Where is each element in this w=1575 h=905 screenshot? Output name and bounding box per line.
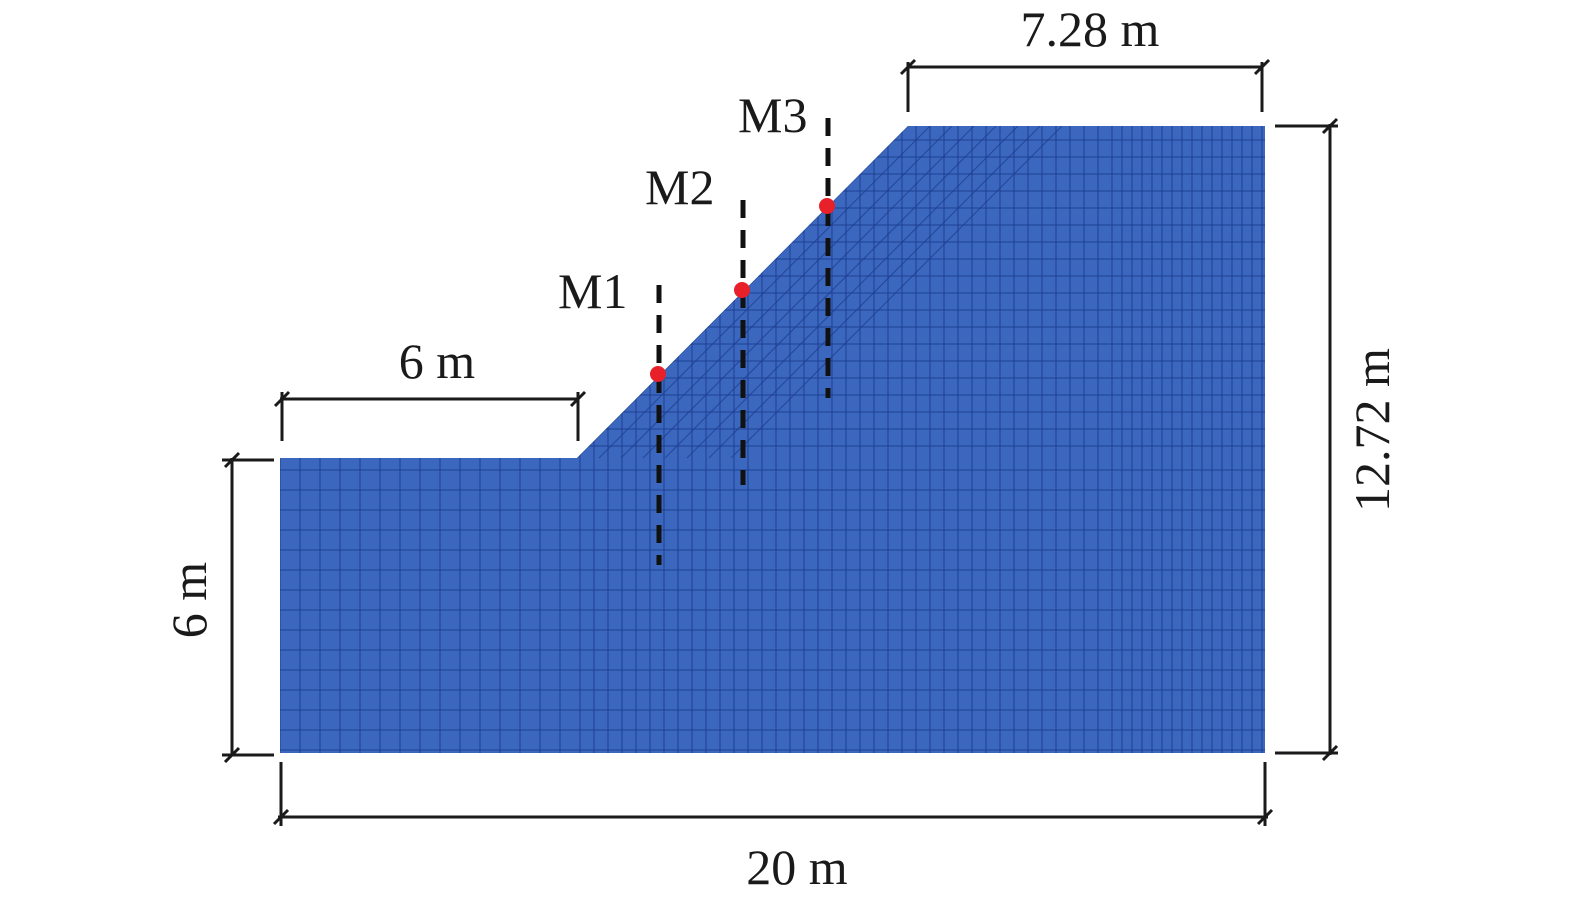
- monitoring-probes: M1 M2 M3: [558, 87, 835, 565]
- mesh-line-slope: [642, 126, 975, 459]
- slope-fill: [280, 126, 1265, 753]
- total-height-label: 12.72 m: [1344, 348, 1400, 512]
- dimension-toe-width: 6 m: [273, 333, 587, 441]
- mesh-line-slope: [598, 126, 931, 459]
- marker-m1: [650, 366, 666, 382]
- mesh-line-slope: [664, 126, 997, 459]
- top-width-label: 7.28 m: [1021, 1, 1160, 57]
- label-m3: M3: [738, 87, 807, 143]
- mesh-line-slope: [620, 126, 953, 459]
- toe-width-label: 6 m: [399, 333, 476, 389]
- mesh-line-slope: [708, 126, 1041, 459]
- label-m1: M1: [558, 263, 627, 319]
- dimension-top-width: 7.28 m: [899, 1, 1271, 112]
- toe-height-label: 6 m: [161, 562, 217, 639]
- mesh-line-slope: [686, 126, 1019, 459]
- slope-body: [280, 126, 1265, 753]
- label-m2: M2: [645, 159, 714, 215]
- marker-m2: [734, 282, 750, 298]
- total-width-label: 20 m: [746, 839, 848, 895]
- dimension-toe-height: 6 m: [161, 451, 274, 764]
- mesh-line-slope: [730, 126, 1063, 459]
- dimension-total-height: 12.72 m: [1275, 117, 1400, 762]
- marker-m3: [819, 198, 835, 214]
- dimension-total-width: 20 m: [272, 762, 1274, 895]
